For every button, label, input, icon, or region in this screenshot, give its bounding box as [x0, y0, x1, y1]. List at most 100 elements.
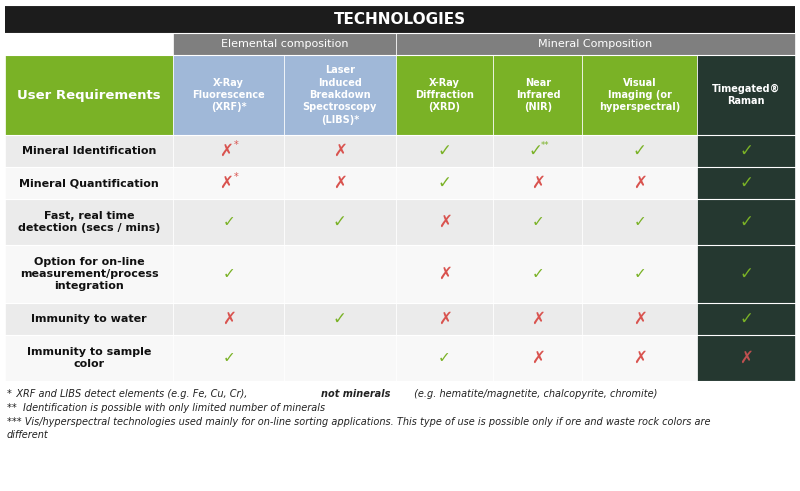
Bar: [697, 335, 795, 381]
Text: ✓: ✓: [531, 215, 544, 229]
Text: not minerals: not minerals: [321, 389, 390, 399]
Text: X-Ray
Fluorescence
(XRF)*: X-Ray Fluorescence (XRF)*: [192, 78, 265, 112]
Bar: [5, 55, 173, 135]
Text: ✓: ✓: [739, 213, 753, 231]
Text: ✗: ✗: [633, 174, 646, 192]
Text: XRF and LIBS detect elements (e.g. Fe, Cu, Cr),: XRF and LIBS detect elements (e.g. Fe, C…: [7, 389, 250, 399]
Text: ✗: ✗: [633, 349, 646, 367]
Text: ✓: ✓: [438, 142, 451, 160]
Text: ✓: ✓: [333, 213, 347, 231]
Bar: [5, 167, 173, 199]
Text: ✗: ✗: [531, 349, 545, 367]
Bar: [284, 199, 395, 245]
Bar: [494, 199, 582, 245]
Text: Option for on-line
measurement/process
integration: Option for on-line measurement/process i…: [20, 257, 158, 291]
Text: Mineral Composition: Mineral Composition: [538, 39, 652, 49]
Bar: [582, 135, 697, 167]
Text: Timegated®
Raman: Timegated® Raman: [712, 84, 780, 106]
Text: ✓: ✓: [333, 310, 347, 328]
Text: *: *: [7, 389, 12, 399]
Text: Fast, real time
detection (secs / mins): Fast, real time detection (secs / mins): [18, 211, 160, 233]
Text: *** Vis/hyperspectral technologies used mainly for on-line sorting applications.: *** Vis/hyperspectral technologies used …: [7, 417, 710, 427]
Text: *: *: [234, 140, 238, 150]
Text: **  Identification is possible with only limited number of minerals: ** Identification is possible with only …: [7, 403, 325, 413]
Bar: [284, 167, 395, 199]
Text: ✓: ✓: [634, 215, 646, 229]
Text: User Requirements: User Requirements: [17, 88, 161, 102]
Bar: [395, 167, 494, 199]
Text: ✓: ✓: [739, 310, 753, 328]
Bar: [582, 199, 697, 245]
Bar: [697, 167, 795, 199]
Text: Elemental composition: Elemental composition: [221, 39, 348, 49]
Bar: [173, 33, 395, 55]
Bar: [395, 55, 494, 135]
Text: ✓: ✓: [739, 142, 753, 160]
Text: ✗: ✗: [531, 174, 545, 192]
Text: ✗: ✗: [218, 174, 233, 192]
Bar: [5, 199, 173, 245]
Bar: [494, 167, 582, 199]
Text: Laser
Induced
Breakdown
Spectroscopy
(LIBS)*: Laser Induced Breakdown Spectroscopy (LI…: [302, 65, 377, 125]
Text: ✗: ✗: [333, 174, 347, 192]
Bar: [582, 245, 697, 303]
Text: different: different: [7, 430, 49, 440]
Text: ✓: ✓: [222, 351, 235, 365]
Bar: [173, 55, 284, 135]
Text: ✓: ✓: [739, 265, 753, 283]
Text: Immunity to sample
color: Immunity to sample color: [27, 347, 151, 369]
Bar: [173, 335, 284, 381]
Text: ✗: ✗: [438, 265, 451, 283]
Text: Mineral Identification: Mineral Identification: [22, 146, 156, 156]
Bar: [494, 245, 582, 303]
Text: ✓: ✓: [438, 174, 451, 192]
Bar: [395, 303, 494, 335]
Text: Mineral Quantification: Mineral Quantification: [19, 178, 159, 188]
Bar: [494, 55, 582, 135]
Text: ✗: ✗: [438, 310, 451, 328]
Bar: [5, 245, 173, 303]
Bar: [284, 55, 395, 135]
Text: ✗: ✗: [531, 310, 545, 328]
Text: *: *: [234, 172, 238, 182]
Bar: [173, 167, 284, 199]
Bar: [697, 303, 795, 335]
Text: Visual
Imaging (or
hyperspectral): Visual Imaging (or hyperspectral): [599, 78, 681, 112]
Bar: [5, 303, 173, 335]
Bar: [697, 135, 795, 167]
Bar: [582, 55, 697, 135]
Text: ✓: ✓: [528, 142, 542, 160]
Text: ✗: ✗: [222, 310, 235, 328]
Text: (e.g. hematite/magnetite, chalcopyrite, chromite): (e.g. hematite/magnetite, chalcopyrite, …: [410, 389, 657, 399]
Bar: [284, 335, 395, 381]
Text: ✓: ✓: [222, 215, 235, 229]
Text: ✓: ✓: [438, 351, 451, 365]
Bar: [494, 335, 582, 381]
Text: ✓: ✓: [634, 267, 646, 281]
Bar: [582, 335, 697, 381]
Bar: [494, 303, 582, 335]
Bar: [284, 303, 395, 335]
Bar: [173, 135, 284, 167]
Bar: [395, 245, 494, 303]
Text: ✗: ✗: [333, 142, 347, 160]
Bar: [395, 33, 795, 55]
Bar: [697, 199, 795, 245]
Text: X-Ray
Diffraction
(XRD): X-Ray Diffraction (XRD): [415, 78, 474, 112]
Text: ✓: ✓: [531, 267, 544, 281]
Text: ✓: ✓: [739, 174, 753, 192]
Bar: [5, 5, 795, 33]
Bar: [284, 245, 395, 303]
Bar: [494, 135, 582, 167]
Bar: [582, 303, 697, 335]
Text: TECHNOLOGIES: TECHNOLOGIES: [334, 11, 466, 27]
Bar: [5, 135, 173, 167]
Text: ✓: ✓: [222, 267, 235, 281]
Bar: [173, 245, 284, 303]
Bar: [697, 55, 795, 135]
Bar: [395, 335, 494, 381]
Bar: [395, 135, 494, 167]
Bar: [5, 33, 173, 55]
Text: ✗: ✗: [438, 213, 451, 231]
Text: Immunity to water: Immunity to water: [31, 314, 147, 324]
